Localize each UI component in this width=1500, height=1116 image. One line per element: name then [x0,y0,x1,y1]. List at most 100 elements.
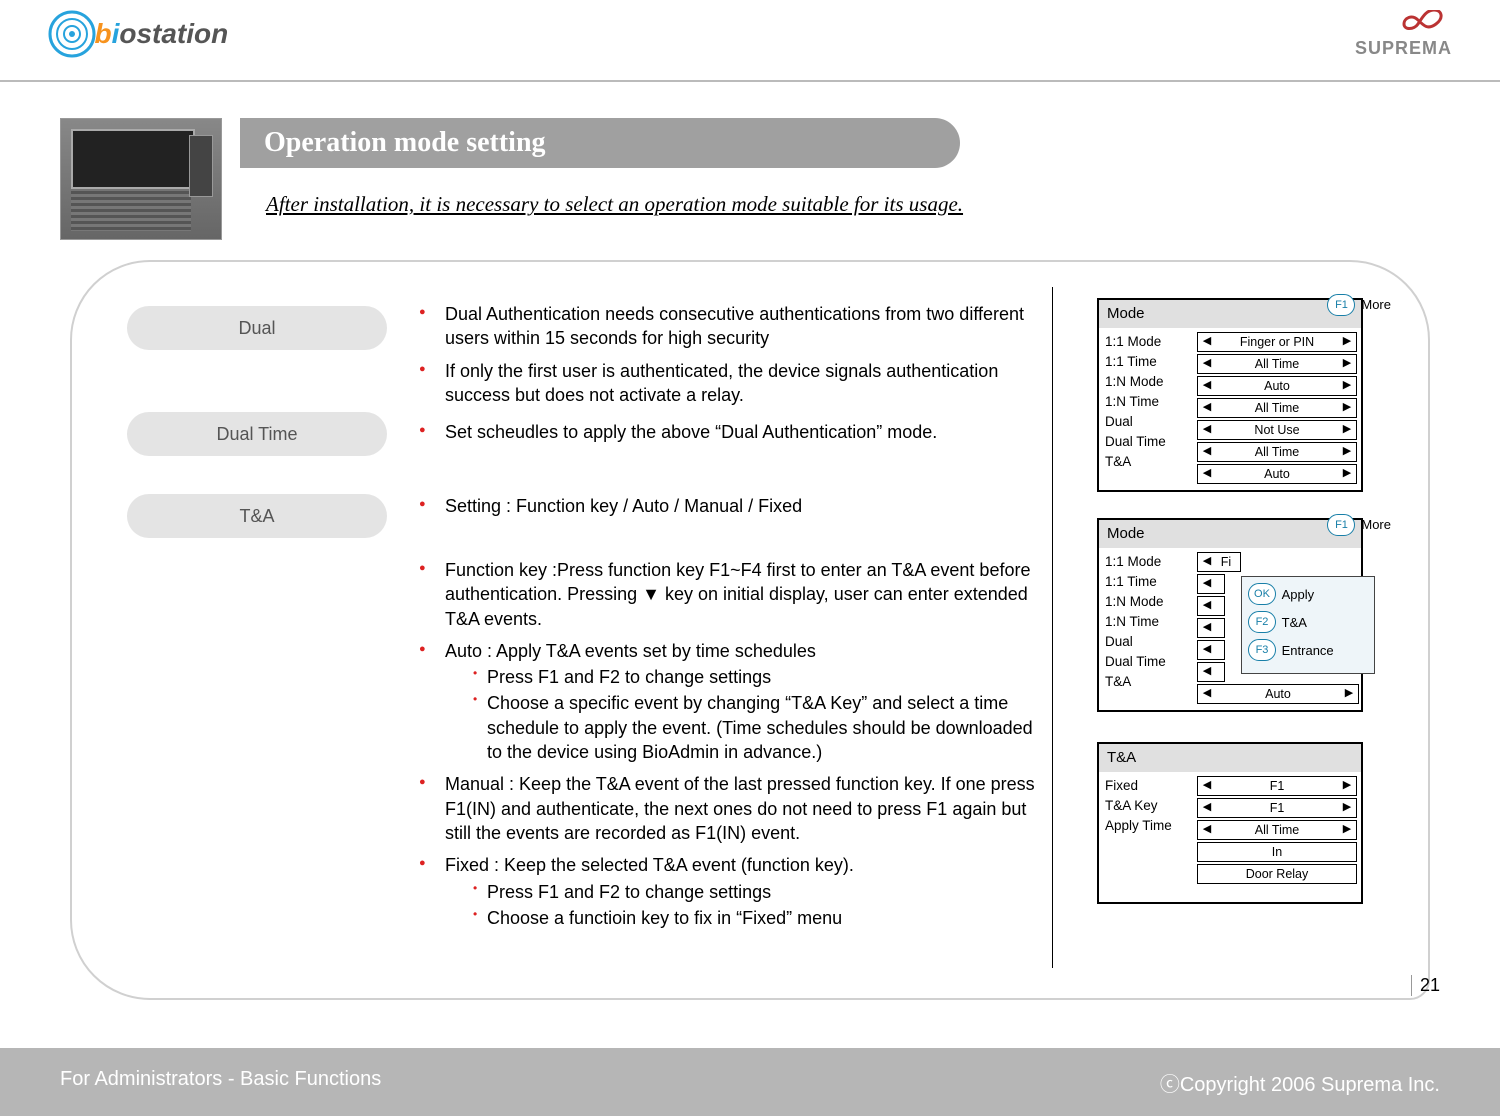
swirl-icon [48,10,96,58]
screen-ta: T&A Fixed T&A Key Apply Time ◀F1▶ ◀F1▶ ◀… [1097,742,1363,904]
pill-dual-time: Dual Time [127,412,387,456]
brand-left-text: biostation [94,18,228,50]
logo-biostation: biostation [48,10,248,58]
bullet: If only the first user is authenticated,… [417,359,1037,408]
value-selector[interactable]: ◀Auto▶ [1197,464,1357,484]
bullets-dual-time: Set scheudles to apply the above “Dual A… [417,420,1037,452]
value-selector[interactable]: ◀F1▶ [1197,798,1357,818]
footer: For Administrators - Basic Functions ⓒCo… [0,1048,1500,1116]
screen1-title: Mode F1 More [1099,300,1361,328]
row-label: T&A [1105,452,1197,472]
value-selector[interactable]: ◀Auto▶ [1197,376,1357,396]
bullet: Manual : Keep the T&A event of the last … [417,772,1037,845]
footer-right: ⓒCopyright 2006 Suprema Inc. [1160,1068,1440,1097]
device-thumbnail [60,118,222,240]
value-selector[interactable]: ◀Auto▶ [1197,684,1359,704]
screen2-popup: OK Apply F2 T&A F3 Entrance [1241,576,1375,674]
screen-mode-2: Mode F1 More 1:1 Mode 1:1 Time 1:N Mode … [1097,518,1363,712]
bullet-text: Function key :Press function key F1~F4 f… [445,560,1030,629]
header: biostation SUPREMA [0,0,1500,82]
screen3-title: T&A [1099,744,1361,772]
bullet: Function key :Press function key F1~F4 f… [417,558,1037,631]
f1-more-hint: F1 More [1327,290,1391,319]
logo-suprema: SUPREMA [1355,10,1452,59]
bullet: Fixed : Keep the selected T&A event (fun… [417,853,1037,930]
value-selector[interactable]: ◀All Time▶ [1197,354,1357,374]
bullet: Auto : Apply T&A events set by time sche… [417,639,1037,764]
value-static: In [1197,842,1357,862]
value-selector[interactable]: ◀Finger or PIN▶ [1197,332,1357,352]
row-label: Dual Time [1105,652,1197,672]
screen-mode-1: Mode F1 More 1:1 Mode 1:1 Time 1:N Mode … [1097,298,1363,492]
row-label: 1:1 Mode [1105,332,1197,352]
bullets-ta: Setting : Function key / Auto / Manual /… [417,494,1037,526]
content-card: Dual Dual Time T&A Dual Authentication n… [70,260,1430,1000]
row-label: Fixed [1105,776,1197,796]
popup-item-apply[interactable]: OK Apply [1248,583,1368,605]
bullets-dual: Dual Authentication needs consecutive au… [417,302,1037,415]
footer-left: For Administrators - Basic Functions [60,1068,381,1090]
device-thumb-sensor [189,135,213,197]
row-label: 1:N Time [1105,612,1197,632]
row-label: Dual Time [1105,432,1197,452]
sub-bullet: Press F1 and F2 to change settings [473,880,1037,904]
row-label: T&A Key [1105,796,1197,816]
f3-key-icon: F3 [1248,639,1276,661]
bullet: Setting : Function key / Auto / Manual /… [417,494,1037,518]
pill-dual: Dual [127,306,387,350]
subtitle: After installation, it is necessary to s… [266,192,963,217]
popup-item-entrance[interactable]: F3 Entrance [1248,639,1368,661]
brand-right-text: SUPREMA [1355,38,1452,59]
value-selector[interactable]: ◀All Time▶ [1197,398,1357,418]
f1-key-icon: F1 [1327,514,1355,536]
row-label: 1:N Mode [1105,592,1197,612]
device-thumb-keypad [71,191,191,231]
screen3-values: ◀F1▶ ◀F1▶ ◀All Time▶ In Door Relay [1197,772,1361,902]
value-selector[interactable]: ◀Not Use▶ [1197,420,1357,440]
row-label: T&A [1105,672,1197,692]
f1-more-hint: F1 More [1327,510,1391,539]
sub-bullet: Press F1 and F2 to change settings [473,665,1037,689]
row-label: Dual [1105,412,1197,432]
row-label: Dual [1105,632,1197,652]
row-label: Apply Time [1105,816,1197,836]
row-label: 1:1 Time [1105,572,1197,592]
f2-key-icon: F2 [1248,611,1276,633]
f1-key-icon: F1 [1327,294,1355,316]
value-selector[interactable]: ◀ [1197,662,1225,682]
bullet-text: Auto : Apply T&A events set by time sche… [445,641,816,661]
row-label: 1:N Mode [1105,372,1197,392]
value-selector[interactable]: ◀ [1197,618,1225,638]
infinity-icon [1396,10,1452,38]
row-label: 1:1 Mode [1105,552,1197,572]
value-selector[interactable]: ◀Fi [1197,552,1241,572]
value-static: Door Relay [1197,864,1357,884]
value-selector[interactable]: ◀F1▶ [1197,776,1357,796]
screen3-labels: Fixed T&A Key Apply Time [1099,772,1197,902]
page-title: Operation mode setting [240,118,960,168]
bullet: Set scheudles to apply the above “Dual A… [417,420,1037,444]
screen2-labels: 1:1 Mode 1:1 Time 1:N Mode 1:N Time Dual… [1099,548,1197,710]
screen1-labels: 1:1 Mode 1:1 Time 1:N Mode 1:N Time Dual… [1099,328,1197,490]
sub-bullet: Choose a specific event by changing “T&A… [473,691,1037,764]
device-thumb-screen [71,129,195,189]
bullet: Dual Authentication needs consecutive au… [417,302,1037,351]
screen2-title: Mode F1 More [1099,520,1361,548]
popup-item-ta[interactable]: F2 T&A [1248,611,1368,633]
value-selector[interactable]: ◀All Time▶ [1197,820,1357,840]
vertical-separator [1052,287,1053,968]
value-selector[interactable]: ◀ [1197,640,1225,660]
value-selector[interactable]: ◀ [1197,574,1225,594]
row-label: 1:N Time [1105,392,1197,412]
ok-key-icon: OK [1248,583,1276,605]
bullet-text: Manual : Keep the T&A event of the last … [445,774,1035,843]
value-selector[interactable]: ◀ [1197,596,1225,616]
screen1-values: ◀Finger or PIN▶ ◀All Time▶ ◀Auto▶ ◀All T… [1197,328,1361,490]
sub-bullet: Choose a functioin key to fix in “Fixed”… [473,906,1037,930]
bullets-ta-list: Function key :Press function key F1~F4 f… [417,558,1037,938]
pill-ta: T&A [127,494,387,538]
value-selector[interactable]: ◀All Time▶ [1197,442,1357,462]
page-number: 21 [1411,975,1440,996]
row-label: 1:1 Time [1105,352,1197,372]
bullet-text: Fixed : Keep the selected T&A event (fun… [445,855,854,875]
